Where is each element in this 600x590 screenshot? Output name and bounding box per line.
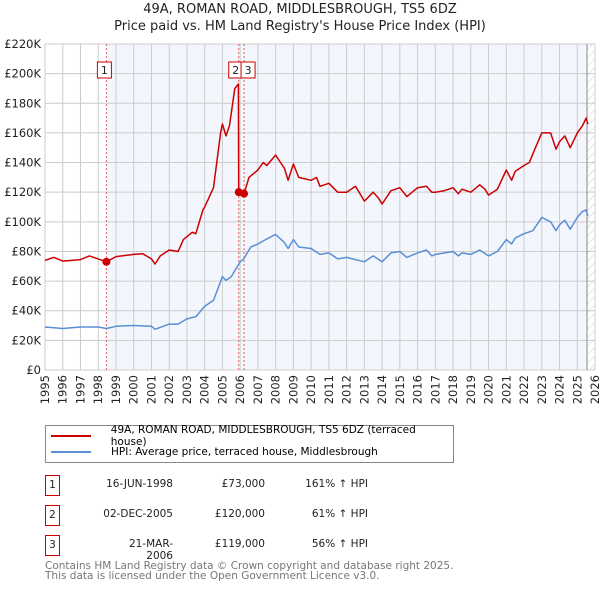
x-tick-label: 2021	[499, 375, 513, 404]
x-tick-label: 2006	[233, 375, 247, 404]
sale-date: 02-DEC-2005	[103, 508, 173, 520]
x-tick-label: 2016	[411, 375, 425, 404]
footer: Contains HM Land Registry data © Crown c…	[45, 560, 454, 582]
chart-subtitle: Price paid vs. HM Land Registry's House …	[114, 19, 486, 34]
x-tick-label: 2018	[446, 375, 460, 404]
legend: 49A, ROMAN ROAD, MIDDLESBROUGH, TS5 6DZ …	[45, 424, 454, 463]
sale-marker-box	[96, 61, 112, 79]
property-price-line	[44, 83, 589, 265]
chart-title: 49A, ROMAN ROAD, MIDDLESBROUGH, TS5 6DZ	[143, 2, 457, 17]
x-tick-label: 2004	[198, 375, 212, 404]
x-tick-label: 2024	[553, 375, 567, 404]
sale-price: £73,000	[221, 478, 265, 490]
price-chart: 1995 1996 1997 1998 1999 2000 2001 2002 2003 2004…	[4, 37, 600, 404]
y-tick-label: £100K	[4, 215, 41, 229]
sale-date: 21-MAR-2006	[128, 538, 173, 562]
x-tick-label: 2009	[286, 375, 300, 404]
legend-swatch-blue	[51, 451, 91, 453]
x-tick-label: 2001	[144, 375, 158, 404]
sale-price: £120,000	[214, 508, 265, 520]
x-tick-label: 2013	[357, 375, 371, 404]
x-tick-label: 2012	[340, 375, 354, 404]
y-tick-label: £180K	[4, 96, 41, 110]
legend-item-hpi: HPI: Average price, terraced house, Midd…	[46, 444, 378, 460]
x-tick-label: 2010	[304, 375, 318, 404]
x-tick-label: 1998	[91, 375, 105, 404]
sale-hpi-change: 61% ↑ HPI	[311, 508, 368, 520]
y-tick-label: £20K	[12, 333, 42, 347]
sale-hpi-change: 161% ↑ HPI	[305, 478, 368, 490]
sale-point	[102, 257, 111, 266]
y-tick-label: £140K	[4, 156, 41, 170]
sale-marker-badge: 3	[45, 535, 60, 556]
x-tick-label: 2023	[535, 375, 549, 404]
y-tick-label: £120K	[4, 185, 41, 199]
legend-item-property: 49A, ROMAN ROAD, MIDDLESBROUGH, TS5 6DZ …	[46, 424, 453, 448]
future-hatch	[587, 44, 595, 370]
y-tick-label: £220K	[4, 37, 41, 51]
hpi-line	[44, 209, 589, 331]
y-tick-label: £60K	[12, 274, 42, 288]
legend-label: 49A, ROMAN ROAD, MIDDLESBROUGH, TS5 6DZ …	[110, 424, 416, 448]
sale-marker-box	[240, 61, 256, 79]
y-tick-label: £40K	[12, 304, 42, 318]
sale-price: £119,000	[214, 538, 265, 550]
x-tick-label: 2002	[162, 375, 176, 404]
sale-marker-label: 2	[232, 64, 239, 77]
y-tick-label: £0	[26, 363, 41, 377]
x-tick-label: 2020	[482, 375, 496, 404]
x-tick-label: 2011	[322, 375, 336, 404]
sale-marker-badge: 1	[45, 475, 60, 496]
x-tick-label: 2025	[570, 375, 584, 404]
legend-swatch-red	[51, 435, 91, 437]
x-tick-label: 2000	[127, 375, 141, 404]
x-tick-label: 2026	[588, 375, 600, 404]
sale-marker-badge: 2	[45, 505, 60, 526]
x-tick-label: 2019	[464, 375, 478, 404]
x-tick-label: 2022	[517, 375, 531, 404]
x-tick-label: 1995	[38, 375, 52, 404]
footer-copyright: Contains HM Land Registry data © Crown c…	[45, 560, 454, 572]
x-tick-label: 2014	[375, 375, 389, 404]
footer-licence: This data is licensed under the Open Gov…	[45, 570, 380, 582]
x-tick-label: 2015	[393, 375, 407, 404]
sale-marker-label: 1	[101, 64, 108, 77]
x-tick-label: 1996	[56, 375, 70, 404]
x-tick-label: 2007	[251, 375, 265, 404]
x-tick-label: 1999	[109, 375, 123, 404]
sale-hpi-change: 56% ↑ HPI	[311, 538, 368, 550]
sale-marker-label: 3	[245, 64, 252, 77]
x-tick-label: 2017	[428, 375, 442, 404]
x-tick-label: 1997	[73, 375, 87, 404]
y-tick-label: £200K	[4, 67, 41, 81]
sale-point	[240, 189, 249, 198]
x-tick-label: 2008	[269, 375, 283, 404]
x-tick-label: 2003	[180, 375, 194, 404]
y-tick-label: £80K	[12, 244, 42, 258]
legend-label: HPI: Average price, terraced house, Midd…	[111, 446, 378, 458]
sale-date: 16-JUN-1998	[106, 478, 173, 490]
x-tick-label: 2005	[215, 375, 229, 404]
y-tick-label: £160K	[4, 126, 41, 140]
